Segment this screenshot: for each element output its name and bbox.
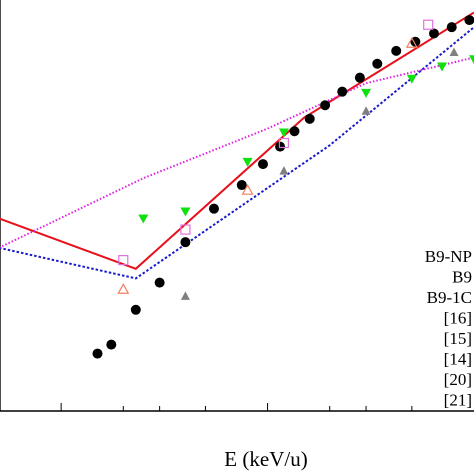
series-line-b9 bbox=[0, 26, 474, 280]
data-point-16 bbox=[304, 113, 315, 124]
data-point-16 bbox=[289, 126, 300, 137]
data-point-16 bbox=[372, 58, 383, 69]
data-point-21 bbox=[242, 157, 253, 167]
data-point-14 bbox=[241, 183, 254, 195]
data-point-16 bbox=[130, 304, 141, 315]
data-point-21 bbox=[406, 74, 417, 84]
data-point-16 bbox=[337, 86, 348, 97]
legend-label: [14] bbox=[444, 350, 472, 369]
data-point-16 bbox=[154, 277, 165, 288]
data-point-21 bbox=[278, 128, 289, 138]
data-point-21 bbox=[437, 62, 448, 72]
data-point-15 bbox=[423, 19, 434, 30]
data-point-16 bbox=[92, 348, 103, 359]
plot-frame bbox=[0, 0, 474, 412]
legend-label: B9-1C bbox=[427, 288, 472, 307]
data-point-16 bbox=[208, 203, 219, 214]
legend-label: [20] bbox=[444, 370, 472, 389]
legend-label: [16] bbox=[444, 309, 472, 328]
data-point-15 bbox=[118, 255, 129, 266]
data-point-20 bbox=[361, 106, 371, 115]
series--21 bbox=[138, 55, 474, 224]
data-point-16 bbox=[428, 28, 439, 39]
data-point-16 bbox=[464, 15, 474, 26]
series-line-b9-1c bbox=[0, 56, 474, 249]
data-point-21 bbox=[138, 214, 149, 224]
series-b9-1c bbox=[0, 56, 474, 249]
data-point-20 bbox=[180, 291, 190, 300]
legend-label: [15] bbox=[444, 329, 472, 348]
data-point-21 bbox=[469, 55, 474, 65]
data-point-14 bbox=[117, 283, 130, 294]
legend-label: B9 bbox=[452, 268, 472, 287]
series--16 bbox=[92, 15, 474, 359]
data-point-16 bbox=[354, 72, 365, 83]
data-point-20 bbox=[449, 47, 459, 56]
series-b9-np bbox=[0, 11, 474, 270]
data-point-15 bbox=[180, 224, 191, 235]
legend-label: [21] bbox=[444, 391, 472, 410]
series--14 bbox=[117, 36, 418, 294]
data-point-16 bbox=[236, 180, 247, 191]
series-layer bbox=[0, 11, 474, 359]
data-point-16 bbox=[257, 159, 268, 170]
legend-label: B9-NP bbox=[425, 247, 472, 266]
data-point-16 bbox=[446, 22, 457, 33]
data-point-16 bbox=[391, 45, 402, 56]
x-axis-label: E (keV/u) bbox=[224, 447, 307, 471]
series--20 bbox=[180, 47, 459, 300]
series-b9 bbox=[0, 26, 474, 280]
series-line-b9-np bbox=[0, 11, 474, 270]
data-point-16 bbox=[180, 237, 191, 248]
series--15 bbox=[118, 19, 434, 266]
data-point-16 bbox=[275, 141, 286, 152]
data-point-21 bbox=[180, 207, 191, 217]
data-point-20 bbox=[279, 166, 289, 175]
data-point-21 bbox=[361, 88, 372, 98]
data-point-14 bbox=[405, 36, 418, 48]
data-point-16 bbox=[320, 100, 331, 111]
data-point-15 bbox=[278, 137, 290, 149]
data-point-16 bbox=[106, 339, 117, 350]
